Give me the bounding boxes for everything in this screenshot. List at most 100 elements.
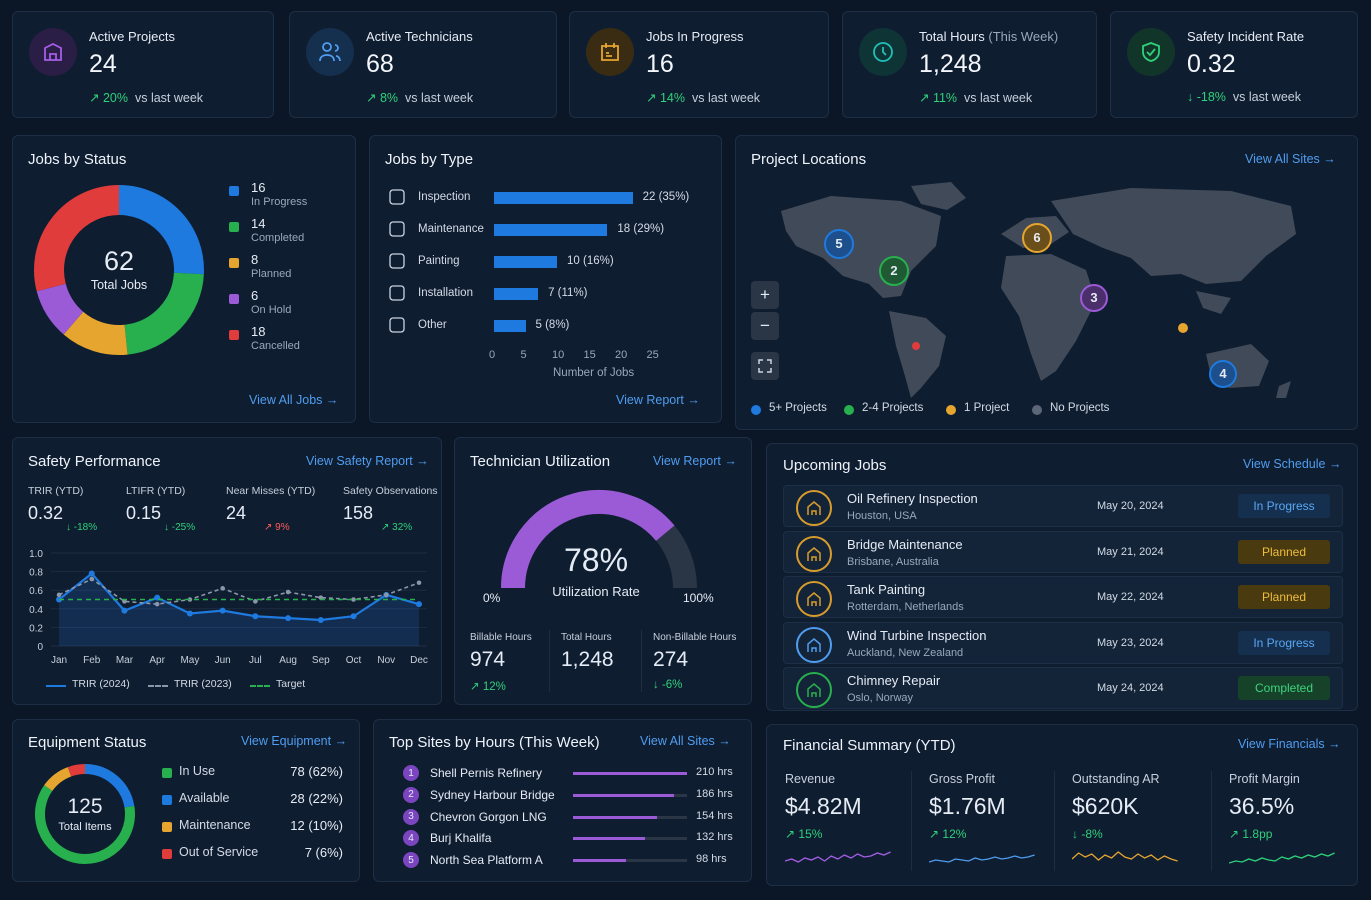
- fullscreen-button[interactable]: [751, 352, 779, 380]
- view-financials-label: View Financials: [1238, 737, 1325, 751]
- donut-slice: [44, 767, 72, 792]
- job-date: May 21, 2024: [1097, 545, 1164, 558]
- job-date: May 22, 2024: [1097, 591, 1164, 603]
- x-tick-label: Dec: [410, 655, 428, 666]
- legend-swatch: [162, 795, 172, 805]
- status-legend-label: Cancelled: [251, 340, 300, 352]
- maintenance-icon: [388, 220, 406, 243]
- bar-value-label: 22 (35%): [642, 191, 690, 203]
- data-point: [121, 607, 128, 614]
- status-legend-value: 6: [251, 288, 259, 303]
- view-financials-link[interactable]: View Financials →: [1238, 737, 1341, 751]
- bar[interactable]: [494, 288, 539, 300]
- view-safety-report-label: View Safety Report: [306, 454, 413, 468]
- kpi-label-text: Safety Incident Rate: [1187, 29, 1305, 44]
- donut-slice: [118, 185, 204, 275]
- zoom-out-button[interactable]: −: [751, 312, 779, 340]
- map-legend-dot: [844, 405, 854, 415]
- chimney-icon: [796, 672, 832, 708]
- x-tick-label: 10: [552, 349, 565, 361]
- kpi-delta-text: vs last week: [1232, 90, 1301, 104]
- view-equipment-link[interactable]: View Equipment →: [241, 734, 347, 748]
- status-legend-label: Completed: [251, 232, 305, 244]
- legend-swatch: [162, 849, 172, 859]
- job-date: May 24, 2024: [1097, 682, 1164, 694]
- site-hours: 154 hrs: [696, 809, 733, 822]
- zoom-in-button[interactable]: +: [751, 281, 779, 309]
- world-map[interactable]: [751, 176, 1346, 401]
- jobs-total-value: 62: [103, 246, 135, 276]
- data-point: [416, 601, 422, 608]
- map-marker-count[interactable]: 2: [890, 263, 898, 278]
- kpi-delta-value: ↗ 20%: [89, 91, 128, 105]
- upcoming-job-row[interactable]: Oil Refinery Inspection Houston, USA May 2…: [783, 485, 1343, 527]
- util-stat-label: Billable Hours: [470, 632, 532, 643]
- kpi-label-extra: (This Week): [984, 29, 1059, 44]
- view-all-jobs-link[interactable]: View All Jobs →: [249, 393, 338, 407]
- bar[interactable]: [494, 256, 557, 268]
- status-legend-value: 18: [251, 324, 266, 339]
- divider: [1211, 771, 1212, 871]
- financial-value: $620K: [1072, 793, 1139, 819]
- status-legend-value: 16: [251, 180, 266, 195]
- view-all-sites-link[interactable]: View All Sites →: [640, 734, 731, 748]
- equipment-legend-label: Out of Service: [179, 845, 259, 859]
- technician-utilization-card: Technician Utilization View Report → 78%…: [454, 437, 752, 705]
- view-equipment-label: View Equipment: [241, 734, 332, 748]
- view-schedule-link[interactable]: View Schedule →: [1243, 457, 1341, 471]
- kpi-delta: ↓ -18% vs last week: [1187, 90, 1301, 104]
- x-tick-label: Mar: [116, 655, 134, 666]
- util-stat-label: Total Hours: [561, 632, 612, 643]
- y-tick-label: 1.0: [29, 549, 43, 560]
- y-tick-label: 0: [37, 642, 43, 653]
- map-marker-count[interactable]: 3: [1090, 290, 1098, 305]
- x-tick-label: Oct: [346, 655, 362, 666]
- top-sites-card: Top Sites by Hours (This Week) View All …: [373, 719, 752, 882]
- view-schedule-label: View Schedule: [1243, 457, 1326, 471]
- map-legend-dot: [751, 405, 761, 415]
- view-all-sites-map-link[interactable]: View All Sites →: [1245, 152, 1336, 166]
- map-marker-count[interactable]: 5: [835, 236, 843, 251]
- upcoming-job-row[interactable]: Tank Painting Rotterdam, Netherlands May 2…: [783, 576, 1343, 618]
- map-legend-dot: [1032, 405, 1042, 415]
- status-legend-label: On Hold: [251, 304, 292, 316]
- job-location: Houston, USA: [847, 510, 917, 522]
- view-safety-report-link[interactable]: View Safety Report →: [306, 454, 429, 468]
- financial-summary-title: Financial Summary (YTD): [783, 737, 956, 754]
- equipment-legend-value: 12 (10%): [290, 818, 343, 833]
- bar[interactable]: [494, 192, 633, 204]
- site-hours: 210 hrs: [696, 766, 733, 778]
- financial-delta: ↗ 1.8pp: [1229, 827, 1273, 841]
- map-legend-label: 1 Project: [964, 402, 1010, 414]
- legend-swatch: [229, 186, 239, 196]
- bar[interactable]: [494, 320, 526, 332]
- series-line: [58, 571, 420, 622]
- upcoming-job-row[interactable]: Wind Turbine Inspection Auckland, New Zea…: [783, 621, 1343, 664]
- bar[interactable]: [494, 224, 608, 236]
- view-utilization-report-link[interactable]: View Report →: [653, 454, 737, 468]
- status-legend-label: In Progress: [251, 196, 308, 208]
- equipment-legend-value: 28 (22%): [290, 791, 343, 806]
- technician-utilization-title: Technician Utilization: [470, 453, 611, 470]
- equipment-legend-label: Available: [179, 791, 230, 805]
- view-report-link[interactable]: View Report →: [616, 393, 700, 407]
- x-tick-label: Aug: [279, 655, 297, 666]
- job-status-badge: Completed: [1238, 676, 1330, 700]
- kpi-delta-value: ↗ 14%: [646, 91, 685, 105]
- jobs-type-xlabel: Number of Jobs: [553, 367, 635, 379]
- equipment-donut: [35, 764, 135, 864]
- map-marker-count[interactable]: 6: [1033, 230, 1041, 245]
- kpi-delta-value: ↗ 11%: [919, 91, 958, 105]
- x-tick-label: 20: [615, 349, 628, 361]
- status-legend-label: Planned: [251, 268, 292, 280]
- map-marker-count[interactable]: 4: [1219, 366, 1227, 381]
- util-stat-value: 274: [653, 648, 689, 671]
- upcoming-job-row[interactable]: Bridge Maintenance Brisbane, Australia May…: [783, 530, 1343, 573]
- kpi-card: Active Technicians 68 ↗ 8% vs last week: [289, 11, 557, 118]
- site-bar-track: [573, 859, 687, 863]
- data-point: [89, 576, 95, 582]
- jobs-icon: [586, 28, 634, 76]
- upcoming-job-row[interactable]: Chimney Repair Oslo, Norway May 24, 2024 Co…: [783, 667, 1343, 709]
- legend-line-swatch: [250, 685, 270, 687]
- bar-value-label: 10 (16%): [567, 255, 614, 267]
